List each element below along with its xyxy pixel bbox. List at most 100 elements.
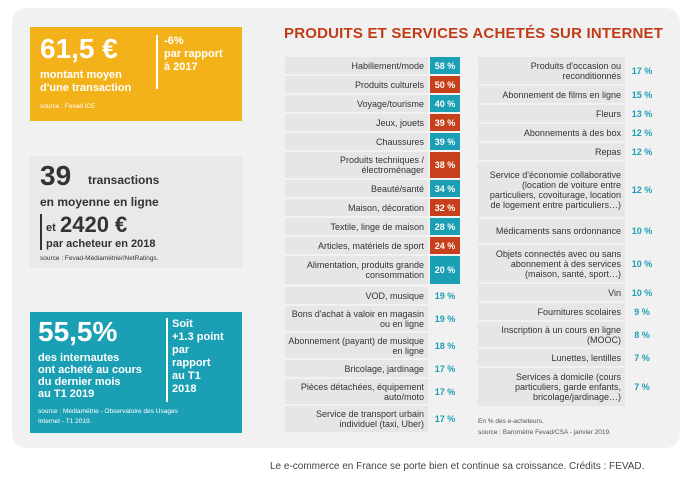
category-label: Maison, décoration	[285, 199, 428, 216]
caption: Le e-commerce en France se porte bien et…	[270, 461, 645, 472]
chart-row: Habillement/mode 58 %	[285, 57, 460, 74]
bar-value: 7 %	[634, 352, 650, 363]
category-label: Service d'économie collaborative (locati…	[478, 162, 625, 217]
bar-value: 12 %	[631, 184, 653, 195]
category-label: Voyage/tourisme	[285, 95, 428, 112]
bar-value: 38 %	[430, 152, 460, 178]
category-label: Articles, matériels de sport	[285, 237, 428, 254]
bar-value: 17 %	[434, 386, 456, 397]
buyers-change6: 2018	[172, 383, 197, 395]
bar-value: 24 %	[430, 237, 460, 254]
chart-row: Objets connectés avec ou sans abonnement…	[478, 245, 657, 282]
bar-value: 17 %	[434, 414, 456, 424]
category-label: Abonnements à des box	[478, 124, 625, 141]
category-label: Lunettes, lentilles	[478, 349, 625, 366]
category-label: Fleurs	[478, 105, 625, 122]
divider	[156, 35, 158, 89]
change-line2: par rapport	[164, 48, 223, 60]
bar-value: 10 %	[631, 287, 653, 298]
stat-panel-average-amount: 61,5 € montant moyen d'une transaction -…	[30, 27, 242, 121]
chart-title: PRODUITS ET SERVICES ACHETÉS SUR INTERNE…	[284, 25, 664, 42]
bar-value: 17 %	[434, 363, 456, 374]
category-label: Bricolage, jardinage	[285, 360, 428, 377]
category-label: Inscription à un cours en ligne (MOOC)	[478, 322, 625, 347]
buyers-change1: Soit	[172, 318, 193, 330]
category-label: Service de transport urbain individuel (…	[285, 406, 428, 432]
chart-row: Jeux, jouets 39 %	[285, 114, 460, 131]
buyers-line1: des internautes	[38, 352, 120, 364]
category-label: Produits techniques / électroménager	[285, 152, 428, 178]
per-buyer-label: par acheteur en 2018	[46, 238, 156, 250]
category-label: Beauté/santé	[285, 180, 428, 197]
bar-value: 34 %	[430, 180, 460, 197]
bar-value: 12 %	[631, 146, 653, 157]
chart-row: Abonnement (payant) de musique en ligne 1…	[285, 333, 460, 358]
panel2-source: source : Fevad-Médiamétrie//NetRatings.	[40, 255, 159, 262]
chart-row: Services à domicile (cours particuliers,…	[478, 368, 657, 406]
chart-row: Fleurs 13 %	[478, 105, 657, 122]
transactions-value: 39	[40, 160, 72, 191]
category-label: Jeux, jouets	[285, 114, 428, 131]
bar-value: 17 %	[631, 65, 653, 76]
chart-row: Fournitures scolaires 9 %	[478, 303, 657, 320]
et-label: et	[46, 222, 56, 234]
bar-value: 13 %	[631, 108, 653, 119]
bar-value: 9 %	[634, 306, 650, 317]
panel1-source: source : Fevad iCE	[40, 103, 96, 110]
divider	[40, 214, 42, 250]
bar-value: 10 %	[631, 258, 653, 269]
category-label: Alimentation, produits grande consommati…	[285, 256, 428, 284]
chart-row: Articles, matériels de sport 24 %	[285, 237, 460, 254]
buyers-change5: au T1	[172, 370, 201, 382]
panel3-source1: source : Médiamétrie - Observatoire des …	[38, 408, 178, 415]
category-label: Fournitures scolaires	[478, 303, 625, 320]
chart-row: Service d'économie collaborative (locati…	[478, 162, 657, 217]
buyers-line3: du dernier mois	[38, 376, 121, 388]
category-label: Objets connectés avec ou sans abonnement…	[478, 245, 625, 282]
chart-row: VOD, musique 19 %	[285, 287, 460, 304]
category-label: Habillement/mode	[285, 57, 428, 74]
bar-value: 28 %	[430, 218, 460, 235]
average-amount-line2: d'une transaction	[40, 82, 132, 94]
category-label: Produits culturels	[285, 76, 428, 93]
panel3-source2: Internet - T1 2019.	[38, 418, 92, 425]
chart-row: Bricolage, jardinage 17 %	[285, 360, 460, 377]
chart-row: Vin 10 %	[478, 284, 657, 301]
bar-value: 20 %	[430, 256, 460, 284]
category-label: Repas	[478, 143, 625, 160]
bar-value: 19 %	[434, 313, 456, 324]
chart-source: source : Baromètre Fevad/CSA - janvier 2…	[478, 429, 611, 436]
buyers-change3: par	[172, 344, 190, 356]
buyers-line4: au T1 2019	[38, 388, 95, 400]
bar-value: 15 %	[631, 89, 653, 100]
chart-row: Alimentation, produits grande consommati…	[285, 256, 460, 284]
divider	[166, 318, 168, 402]
bar-value: 32 %	[430, 199, 460, 216]
bar-value: 8 %	[634, 329, 650, 340]
bar-value: 58 %	[430, 57, 460, 74]
chart-row: Abonnement de films en ligne 15 %	[478, 86, 657, 103]
chart-row: Produits techniques / électroménager 38 %	[285, 152, 460, 178]
bar-value: 40 %	[430, 95, 460, 112]
category-label: Pièces détachées, équipement auto/moto	[285, 379, 428, 404]
buyers-change4: rapport	[172, 357, 211, 369]
chart-row: Lunettes, lentilles 7 %	[478, 349, 657, 366]
bar-value: 50 %	[430, 76, 460, 93]
category-label: Abonnement (payant) de musique en ligne	[285, 333, 428, 358]
bar-value: 12 %	[631, 127, 653, 138]
chart-row: Produits d'occasion ou reconditionnés 17 …	[478, 57, 657, 84]
category-label: Chaussures	[285, 133, 428, 150]
stat-panel-buyers: 55,5% des internautes ont acheté au cour…	[30, 312, 242, 433]
chart-row: Chaussures 39 %	[285, 133, 460, 150]
category-label: Abonnement de films en ligne	[478, 86, 625, 103]
bar-value: 39 %	[430, 133, 460, 150]
bar-value: 18 %	[434, 340, 456, 351]
chart-row: Pièces détachées, équipement auto/moto 17…	[285, 379, 460, 404]
chart-row: Médicaments sans ordonnance 10 %	[478, 219, 657, 243]
chart-row: Repas 12 %	[478, 143, 657, 160]
category-label: Médicaments sans ordonnance	[478, 219, 625, 243]
per-buyer-value: 2420 €	[60, 212, 128, 237]
chart-row: Maison, décoration 32 %	[285, 199, 460, 216]
chart-row: Voyage/tourisme 40 %	[285, 95, 460, 112]
category-label: Textile, linge de maison	[285, 218, 428, 235]
